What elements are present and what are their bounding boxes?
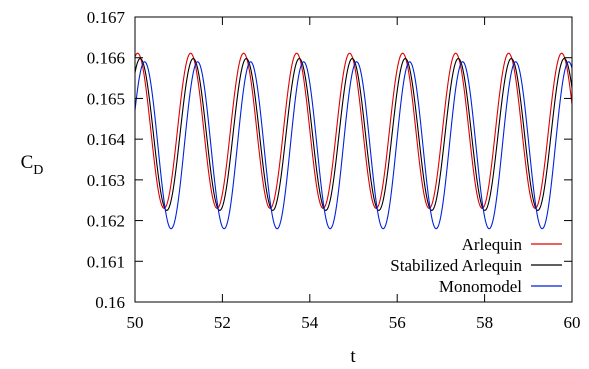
legend-label-3: Monomodel	[439, 277, 522, 296]
legend-label-2: Stabilized Arlequin	[390, 256, 522, 275]
y-axis-label-main: C	[21, 152, 34, 173]
series-line-2	[134, 57, 573, 211]
series-line-3	[134, 61, 573, 230]
y-axis: 0.16 0.161 0.162 0.163 0.164 0.165 0.166 0.167	[87, 8, 572, 312]
series-line-1	[134, 52, 573, 209]
y-axis-label-subscript: D	[33, 163, 43, 178]
plot-frame	[134, 16, 573, 303]
y-tick-label: 0.166	[87, 49, 125, 68]
plot-lines	[134, 52, 573, 230]
y-tick-label: 0.163	[87, 171, 125, 190]
legend: Arlequin Stabilized Arlequin Monomodel	[390, 235, 562, 296]
y-axis-label: CD	[21, 152, 44, 178]
y-tick-label: 0.162	[87, 212, 125, 231]
y-tick-label: 0.165	[87, 89, 125, 108]
y-tick-label: 0.167	[87, 8, 126, 27]
y-tick-label: 0.16	[95, 293, 125, 312]
x-tick-label: 52	[214, 313, 231, 332]
x-tick-label: 54	[301, 313, 319, 332]
x-tick-label: 56	[389, 313, 406, 332]
legend-label-1: Arlequin	[462, 235, 523, 254]
x-tick-label: 50	[127, 313, 144, 332]
y-tick-label: 0.164	[87, 130, 126, 149]
x-axis: 50 52 54 56 58 60	[127, 17, 581, 332]
x-axis-label: t	[350, 346, 356, 367]
x-tick-label: 58	[476, 313, 493, 332]
y-tick-label: 0.161	[87, 252, 125, 271]
x-tick-label: 60	[564, 313, 581, 332]
